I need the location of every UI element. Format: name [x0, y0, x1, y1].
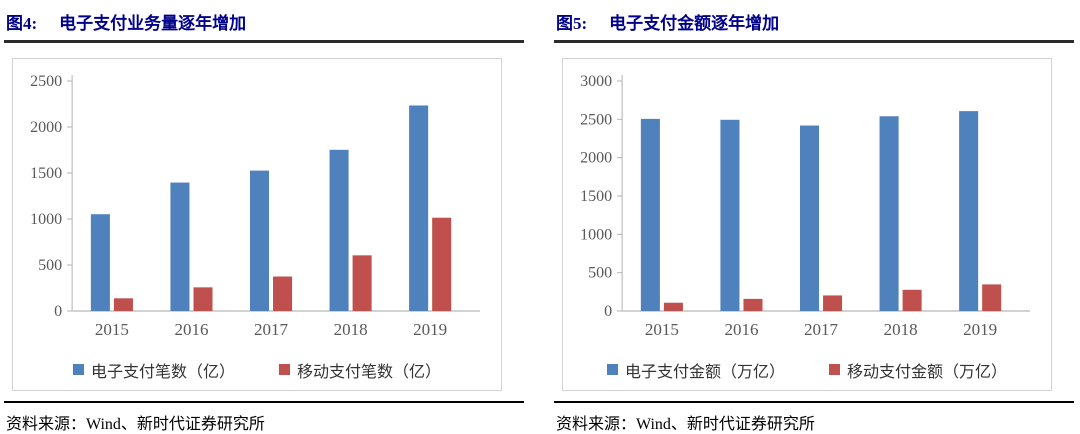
x-tick-label: 2019 — [413, 320, 447, 339]
bar-2015-series0 — [640, 118, 660, 311]
legend-label: 电子支付笔数（亿） — [90, 363, 235, 381]
legend-label: 移动支付笔数（亿） — [297, 363, 442, 381]
bar-2016-series0 — [720, 119, 740, 311]
bar-2016-series0 — [170, 182, 190, 311]
legend-swatch — [279, 364, 290, 375]
bar-2015-series0 — [90, 214, 110, 311]
figure-4-chart-box: 0 500 1000 1500 2000 2500 2015 2016 2017 2018 2019… — [12, 58, 502, 391]
figure-5-chart-box: 0 500 1000 1500 2000 2500 3000 2015 2016 2017 2018… — [562, 58, 1052, 391]
figure-5-title: 电子支付金额逐年增加 — [609, 14, 780, 33]
figure-4-label: 图4: — [6, 14, 38, 33]
bar-2018-series1 — [352, 255, 372, 311]
y-tick-label: 500 — [38, 257, 62, 274]
bar-2016-series1 — [193, 287, 213, 311]
y-tick-label: 1000 — [30, 211, 62, 228]
bar-2017-series0 — [799, 125, 820, 311]
bar-2016-series1 — [743, 298, 763, 311]
source-text: Wind、新时代证券研究所 — [636, 416, 815, 433]
figure-4-title: 电子支付业务量逐年增加 — [59, 14, 247, 33]
x-tick-label: 2017 — [804, 320, 839, 339]
figure-4-legend: 电子支付笔数（亿） 移动支付笔数（亿） — [13, 349, 501, 390]
legend-label: 电子支付金额（万亿） — [624, 363, 785, 381]
legend-item: 电子支付金额（万亿） — [606, 358, 785, 382]
legend-swatch — [829, 364, 840, 375]
legend-label: 移动支付金额（万亿） — [847, 363, 1008, 381]
bar-2019-series1 — [982, 284, 1002, 311]
figure-5-label: 图5: — [556, 14, 588, 33]
bar-2019-series0 — [409, 105, 429, 311]
source-text: Wind、新时代证券研究所 — [86, 416, 265, 433]
figure-5-legend: 电子支付金额（万亿） 移动支付金额（万亿） — [563, 349, 1051, 390]
figure-5-bar-chart: 0 500 1000 1500 2000 2500 3000 2015 2016 2017 2018… — [580, 73, 1030, 339]
figure-4-header: 图4: 电子支付业务量逐年增加 — [4, 6, 524, 43]
bar-2015-series1 — [663, 302, 683, 311]
x-tick-label: 2017 — [254, 320, 289, 339]
y-tick-label: 1500 — [30, 165, 62, 182]
legend-swatch — [72, 364, 84, 375]
y-tick-label: 2500 — [580, 111, 612, 128]
y-tick-label: 500 — [588, 265, 612, 282]
legend-swatch — [606, 364, 618, 375]
figure-4: 图4: 电子支付业务量逐年增加 0 500 1000 1500 2000 2500 2015… — [4, 6, 524, 434]
legend-item: 移动支付金额（万亿） — [829, 358, 1007, 382]
y-tick-label: 3000 — [580, 73, 612, 90]
bar-2017-series1 — [273, 276, 293, 311]
y-tick-label: 0 — [54, 303, 62, 320]
figure-5-source: 资料来源：Wind、新时代证券研究所 — [554, 401, 1074, 434]
source-label: 资料来源： — [6, 416, 87, 433]
x-tick-label: 2018 — [334, 320, 368, 339]
x-tick-label: 2015 — [645, 320, 679, 339]
y-tick-label: 2000 — [580, 150, 612, 167]
figure-5: 图5: 电子支付金额逐年增加 0 500 1000 1500 2000 2500 3000 2… — [554, 6, 1074, 434]
bar-2015-series1 — [113, 298, 133, 311]
y-tick-label: 2000 — [30, 119, 62, 136]
x-tick-label: 2019 — [963, 320, 997, 339]
bar-2017-series0 — [249, 170, 270, 311]
bar-2018-series0 — [879, 116, 899, 311]
x-tick-label: 2016 — [724, 320, 758, 339]
legend-item: 移动支付笔数（亿） — [279, 358, 441, 382]
bar-2017-series1 — [823, 295, 843, 311]
figure-4-source: 资料来源：Wind、新时代证券研究所 — [4, 401, 524, 434]
y-tick-label: 1500 — [580, 188, 612, 205]
x-tick-label: 2018 — [884, 320, 918, 339]
y-tick-label: 1000 — [580, 226, 612, 243]
figure-4-bar-chart: 0 500 1000 1500 2000 2500 2015 2016 2017 2018 2019 — [30, 73, 480, 339]
y-tick-label: 0 — [604, 303, 612, 320]
legend-item: 电子支付笔数（亿） — [72, 358, 235, 382]
bar-2018-series0 — [329, 149, 349, 311]
x-tick-label: 2016 — [174, 320, 208, 339]
source-label: 资料来源： — [556, 416, 637, 433]
bar-2019-series1 — [432, 217, 452, 311]
figure-5-header: 图5: 电子支付金额逐年增加 — [554, 6, 1074, 43]
y-tick-label: 2500 — [30, 73, 62, 90]
bar-2019-series0 — [959, 111, 979, 311]
x-tick-label: 2015 — [95, 320, 129, 339]
bar-2018-series1 — [902, 289, 922, 311]
